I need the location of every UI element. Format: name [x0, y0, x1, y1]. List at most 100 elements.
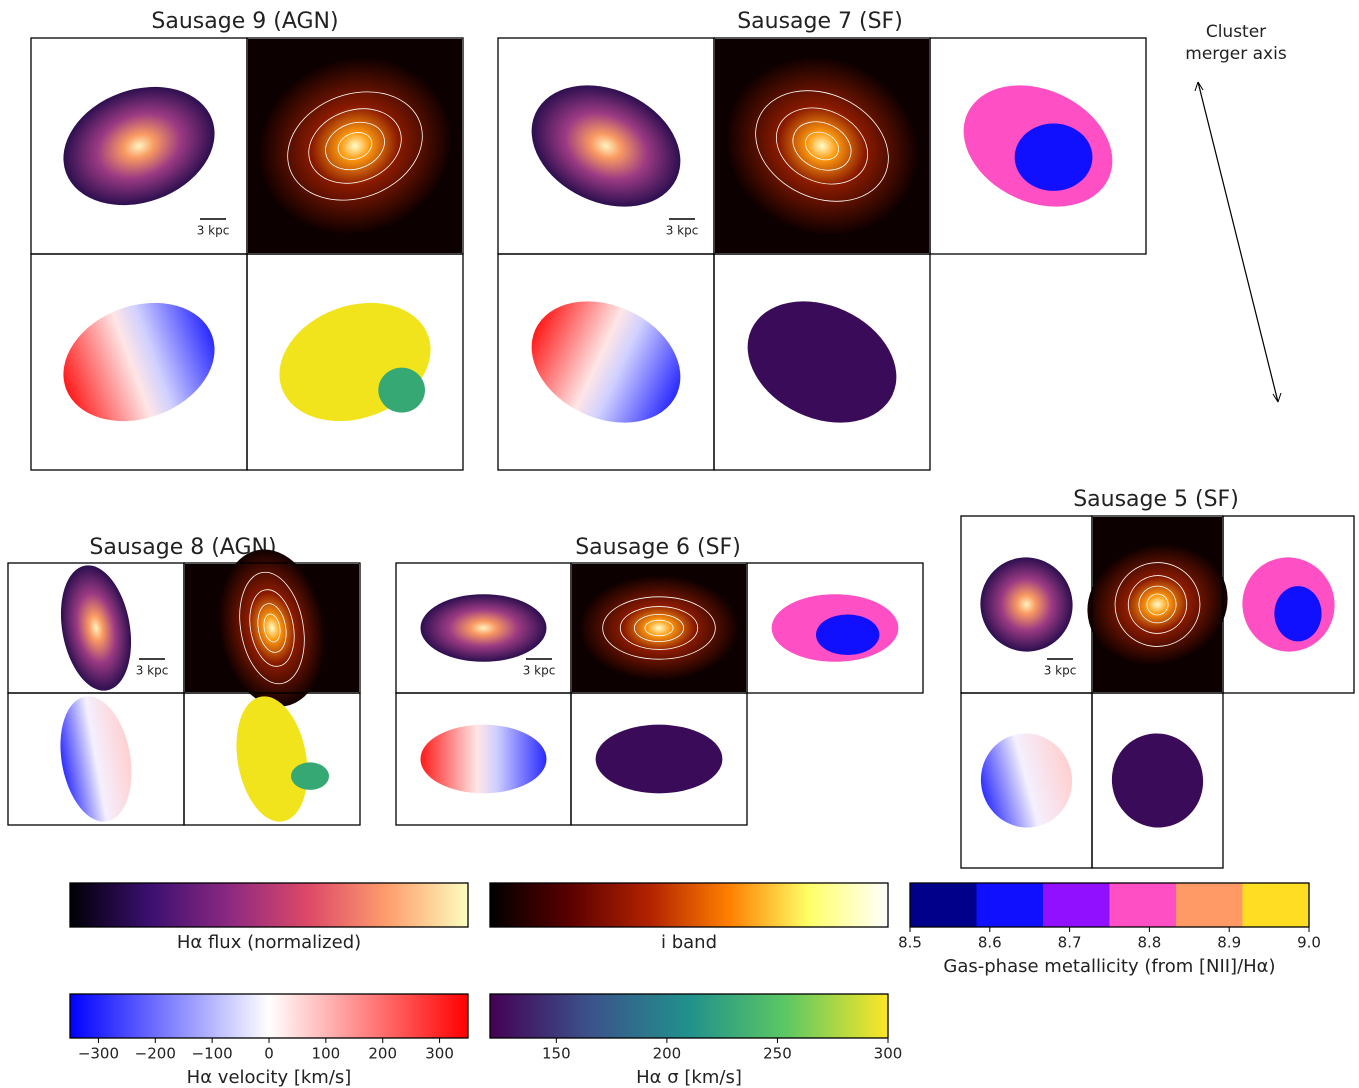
map-frame [929, 37, 1147, 255]
colorbar-fill [70, 994, 468, 1038]
vel-map [531, 301, 681, 423]
colorbar-frame [489, 882, 889, 928]
flux-map [63, 86, 215, 206]
contour [602, 596, 716, 660]
tick-label: 8.6 [978, 934, 1002, 952]
galaxy-panel: Sausage 7 (SF) 3 kpc [497, 9, 1147, 471]
scale-label: 3 kpc [136, 664, 169, 678]
galaxy-title: Sausage 5 (SF) [1073, 487, 1239, 512]
map-frame [570, 692, 748, 826]
tick-label: 8.7 [1058, 934, 1082, 952]
contour [1114, 562, 1201, 647]
contour [644, 619, 674, 637]
colorbar: −300 −200 −100 0 100 200 300 Hα velocity [km/s] [69, 993, 469, 1088]
contour [792, 121, 852, 171]
flux-map [980, 557, 1073, 652]
tick-label: 250 [763, 1045, 792, 1063]
sig-map [595, 724, 723, 794]
map-frame [246, 253, 464, 471]
scale-label: 3 kpc [523, 664, 556, 678]
tick-label: 8.8 [1137, 934, 1161, 952]
iband-glow [259, 58, 451, 234]
colorbar-label: i band [661, 932, 717, 953]
sigma-patch [291, 762, 330, 790]
iband-glow [1087, 544, 1228, 665]
map-frame [183, 692, 361, 826]
contour [775, 107, 869, 185]
vel-map [420, 724, 547, 794]
scale-label: 3 kpc [1044, 664, 1077, 678]
contour [633, 613, 685, 643]
annotation: merger axis [1185, 44, 1287, 64]
contour [1146, 593, 1169, 616]
tick-label: −100 [192, 1045, 233, 1063]
tick-label: −300 [78, 1045, 119, 1063]
scale-label: 3 kpc [666, 224, 699, 238]
velV-map [60, 696, 132, 822]
colorbar-fill [70, 883, 468, 927]
contour [257, 603, 287, 653]
sigY-map [236, 696, 308, 822]
colorbar-fill [490, 994, 888, 1038]
tick-label: 200 [368, 1045, 397, 1063]
tick-label: 0 [264, 1045, 274, 1063]
scale-label: 3 kpc [197, 224, 230, 238]
colorbar-segment [976, 883, 1044, 927]
colorbar-frame [69, 882, 469, 928]
arrow-heads [1194, 81, 1282, 403]
iband-glow [726, 57, 918, 235]
sigma-patch [378, 367, 425, 413]
colorbar-segment [1043, 883, 1110, 927]
contour [755, 90, 889, 202]
flux-map [531, 85, 681, 207]
colorbar: Hα flux (normalized) [69, 882, 469, 953]
galaxy-panel: Sausage 6 (SF) 3 kpc [395, 535, 924, 826]
tick-label: 300 [425, 1045, 454, 1063]
colorbar-segment [1109, 883, 1177, 927]
annotation: Cluster [1206, 22, 1266, 42]
velV-map [980, 733, 1073, 828]
metal-patch [1274, 586, 1322, 642]
map-frame [1091, 692, 1224, 869]
flux-map [420, 594, 547, 662]
galaxy-title: Sausage 6 (SF) [575, 535, 741, 560]
colorbar-fill [490, 883, 888, 927]
contour [1127, 575, 1188, 634]
contour [239, 571, 305, 685]
colorbar-segment [1242, 883, 1310, 927]
contour [325, 121, 385, 171]
galaxy-panel: Sausage 9 (AGN) 3 kpc [30, 9, 464, 471]
sigY-map [279, 302, 431, 422]
colorbar-label: Hα σ [km/s] [636, 1067, 742, 1088]
tick-label: 8.9 [1217, 934, 1241, 952]
contour [308, 108, 402, 184]
colorbar: 150 200 250 300 Hα σ [km/s] [489, 993, 903, 1088]
iband-glow [218, 549, 326, 707]
metal-patch [815, 614, 880, 656]
vel-map [63, 302, 215, 422]
contour [1138, 585, 1177, 624]
iband-glow [579, 576, 739, 680]
merger-axis-arrow [1197, 81, 1279, 403]
flux-map [60, 565, 132, 691]
map-frame [713, 253, 931, 471]
tick-label: −200 [135, 1045, 176, 1063]
colorbar-segment [910, 883, 977, 927]
tick-label: 300 [874, 1045, 903, 1063]
tick-label: 8.5 [898, 934, 922, 952]
galaxy-title: Sausage 9 (AGN) [151, 9, 338, 34]
tick-label: 200 [653, 1045, 682, 1063]
colorbar-frame [489, 993, 889, 1039]
colorbar-frame [909, 882, 1310, 928]
galaxy-panel: Sausage 5 (SF) 3 kpc [960, 487, 1355, 869]
colorbar-label: Gas-phase metallicity (from [NII]/Hα) [943, 956, 1275, 977]
colorbar-segment [1176, 883, 1243, 927]
colorbar-label: Hα velocity [km/s] [187, 1067, 352, 1088]
colorbar: 8.5 8.6 8.7 8.8 8.9 9.0 Gas-phase metallicity … [898, 882, 1321, 977]
tick-label: 100 [312, 1045, 341, 1063]
contour [619, 606, 699, 650]
contour [287, 91, 423, 201]
colorbar: i band [489, 882, 889, 953]
contour [249, 589, 295, 667]
